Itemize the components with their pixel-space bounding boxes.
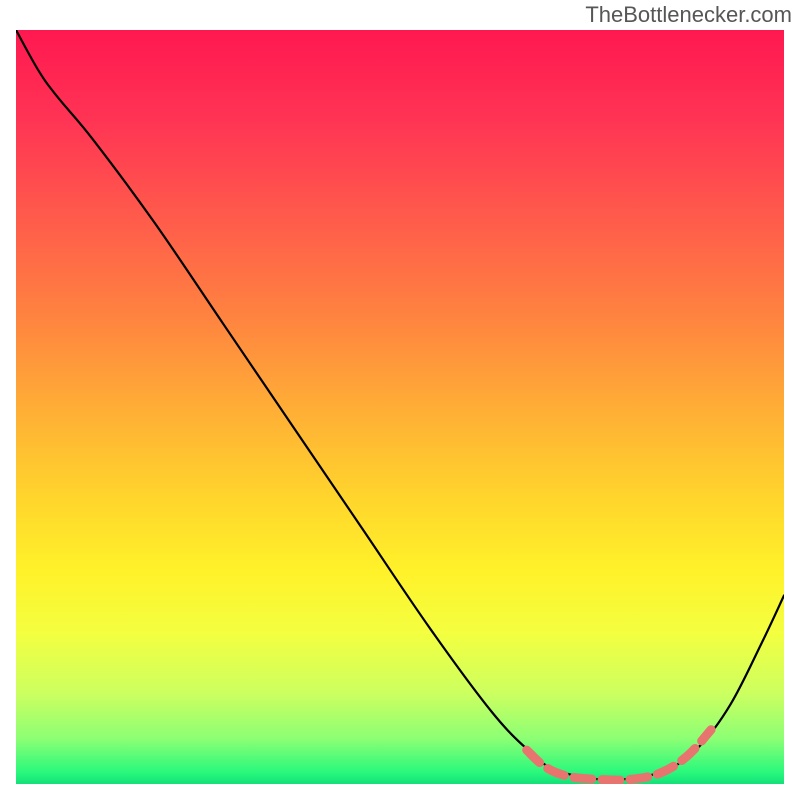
gradient-background (16, 30, 784, 784)
plot-area (16, 30, 784, 784)
chart-root: TheBottlenecker.com (0, 0, 800, 800)
chart-svg (16, 30, 784, 784)
watermark-text: TheBottlenecker.com (585, 2, 792, 28)
